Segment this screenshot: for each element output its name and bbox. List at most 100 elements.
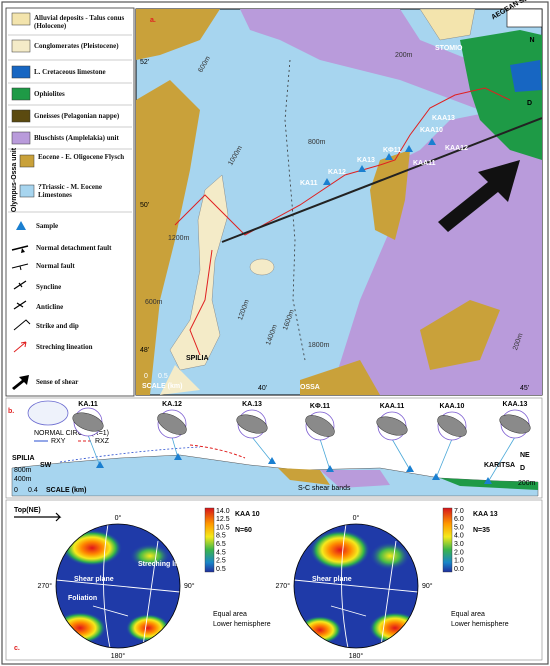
tie-line bbox=[319, 438, 331, 471]
angle-label: 180° bbox=[111, 652, 126, 660]
sample-label: KA.13 bbox=[242, 401, 262, 408]
swatch-limestone bbox=[11, 65, 31, 79]
legend-dividers bbox=[8, 34, 132, 213]
sample-labels: KA11 KA12 KA13 KΦ11 KAA11 KAA10 KAA13 KA… bbox=[300, 115, 468, 187]
legend-label: Normal fault bbox=[36, 262, 75, 270]
rxy-profile bbox=[59, 446, 201, 463]
swatch-gneisses bbox=[11, 109, 31, 123]
colorbar-label: 0.0 bbox=[454, 566, 464, 573]
sample-marker bbox=[406, 465, 414, 472]
strain-ellipse bbox=[305, 415, 335, 437]
colorbar-label: 12.5 bbox=[216, 516, 230, 523]
angle-label: 0° bbox=[353, 514, 360, 522]
syncline-trace bbox=[284, 59, 306, 361]
sample-marker bbox=[358, 165, 366, 172]
colorbar-label: 6.5 bbox=[216, 541, 226, 548]
legend-label: Eocene - E. Oligocene Flysch bbox=[38, 153, 125, 161]
net-title: KAA 10 bbox=[235, 511, 260, 518]
map-geology bbox=[136, 9, 542, 395]
detachment-symbol bbox=[11, 245, 29, 251]
contour-label: 1200m bbox=[168, 235, 190, 242]
projection-label: Lower hemisphere bbox=[451, 621, 509, 628]
panel-label: a. bbox=[150, 17, 156, 24]
section-blueschist bbox=[320, 470, 390, 488]
sample-label: KΦ.11 bbox=[310, 403, 330, 410]
legend-label: Bluschists (Amplelakia) unit bbox=[34, 134, 119, 142]
sample-marker bbox=[268, 457, 276, 464]
conglomerate-patch bbox=[249, 258, 275, 276]
angle-label: 180° bbox=[349, 652, 364, 660]
coordinate-label: 45' bbox=[520, 385, 529, 392]
projection-label: Equal area bbox=[213, 611, 247, 618]
detachment-tick bbox=[21, 248, 25, 253]
shear-symbol bbox=[12, 375, 29, 390]
group-label: Olympus-Ossa unit bbox=[11, 147, 18, 212]
colorbar-label: 4.5 bbox=[216, 549, 226, 556]
coordinate-labels: 52' 50' 48' 40' 45' bbox=[140, 59, 529, 392]
structure-label: Foliation bbox=[68, 595, 97, 602]
tie-line bbox=[435, 438, 453, 479]
flysch-area bbox=[300, 360, 380, 395]
rxz-profile bbox=[189, 444, 246, 459]
colorbar bbox=[442, 507, 453, 573]
contour-label: 800m bbox=[308, 139, 326, 146]
shear-arrow bbox=[438, 160, 520, 232]
colorbar-label: 7.0 bbox=[454, 508, 464, 515]
legend-symbols bbox=[11, 221, 31, 390]
net-outline bbox=[293, 523, 419, 649]
flysch-area bbox=[136, 80, 200, 395]
coordinate-label: 52' bbox=[140, 59, 149, 66]
projection-label: Lower hemisphere bbox=[213, 621, 271, 628]
contour-label: 1800m bbox=[308, 342, 330, 349]
colorbar-label: 10.5 bbox=[216, 524, 230, 531]
panel-label: b. bbox=[8, 408, 14, 415]
legend-label: Sense of shear bbox=[36, 378, 79, 386]
legend-label: ?Triassic - M. Eocene Limestones bbox=[38, 183, 103, 199]
colorbar-label: 2.5 bbox=[216, 558, 226, 565]
sample-label: KAA11 bbox=[413, 160, 436, 167]
strain-ellipse bbox=[157, 413, 187, 435]
angle-label: 90° bbox=[184, 582, 195, 590]
density-contour bbox=[370, 542, 410, 570]
contour-label: 200m bbox=[395, 52, 413, 59]
coordinate-label: 50' bbox=[140, 202, 149, 209]
sample-marker bbox=[484, 477, 492, 484]
road bbox=[189, 249, 213, 356]
density-contour bbox=[130, 544, 170, 568]
top-arrow bbox=[14, 512, 62, 522]
swatch-alluvial bbox=[11, 12, 31, 26]
north-label: N bbox=[529, 37, 534, 44]
ophiolite-area bbox=[460, 30, 542, 160]
sample-label: KAA10 bbox=[420, 127, 443, 134]
tie-line bbox=[87, 434, 101, 467]
section-line bbox=[221, 117, 542, 243]
strike-dip-symbol bbox=[13, 319, 31, 331]
top-label: Top(NE) bbox=[14, 507, 41, 514]
colorbar-label: 3.0 bbox=[454, 541, 464, 548]
coordinate-label: 40' bbox=[258, 385, 267, 392]
height-label: 200m bbox=[518, 480, 536, 487]
lineation-symbol bbox=[13, 341, 27, 353]
sample-marker bbox=[174, 453, 182, 460]
sample-points bbox=[323, 138, 436, 185]
sample-label: KΦ11 bbox=[383, 147, 401, 154]
strain-ellipse bbox=[376, 416, 408, 436]
circle-label: NORMAL CIRCLE(R=1) bbox=[34, 430, 109, 437]
strain-ellipse bbox=[72, 412, 104, 432]
sample-marker bbox=[385, 153, 393, 160]
angle-label: 90° bbox=[422, 582, 433, 590]
ratio-label: RXY bbox=[51, 438, 66, 445]
scale-label: SCALE (km) bbox=[142, 383, 182, 390]
colorbar-label: 6.0 bbox=[454, 516, 464, 523]
legend-label: Sample bbox=[36, 222, 59, 230]
strain-ellipses bbox=[72, 407, 531, 484]
legend-label: Ophiolites bbox=[34, 90, 65, 98]
height-label: 400m bbox=[14, 476, 32, 483]
legend-label: L. Cretaceous limestone bbox=[34, 68, 106, 76]
colorbar-label: 8.5 bbox=[216, 533, 226, 540]
legend-label: Strike and dip bbox=[36, 322, 79, 330]
sample-marker bbox=[96, 461, 104, 468]
place-label: SPILIA bbox=[186, 355, 209, 362]
blueschist-area bbox=[240, 9, 542, 110]
